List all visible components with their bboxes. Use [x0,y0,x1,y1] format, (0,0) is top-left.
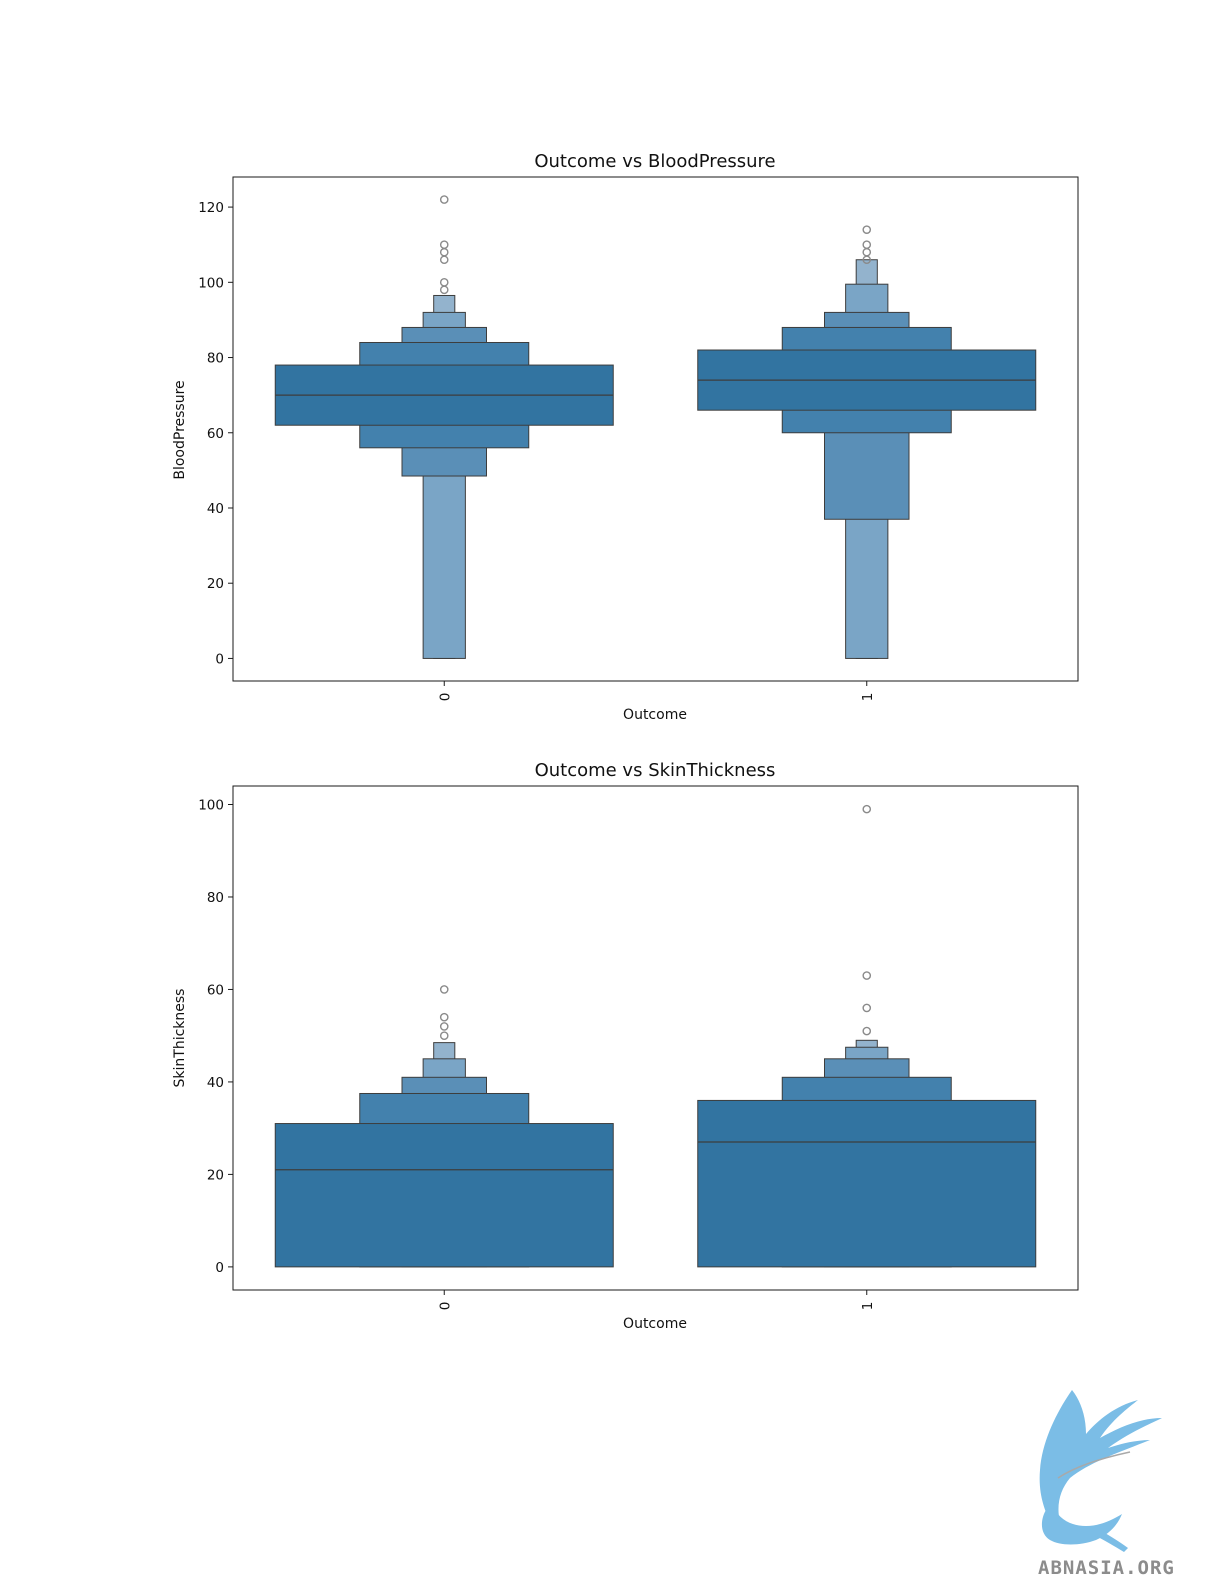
y-tick-label: 100 [198,275,224,291]
y-tick-label: 100 [198,797,224,813]
y-axis-label: BloodPressure [172,380,188,479]
outlier-point [439,195,449,204]
x-tick-label: 0 [437,693,453,702]
boxen-category-1 [697,804,1037,1268]
plot-frame [232,785,1079,1291]
x-tick-label: 0 [437,1302,453,1311]
y-tick-label: 120 [198,200,224,216]
x-tick-label: 1 [860,693,876,702]
y-tick-label: 0 [215,651,224,667]
chart-marks: 0 20 40 60 80 100 0 1 [198,797,1037,1311]
outlier-point [439,240,449,250]
outlier-point [439,285,449,295]
y-axis-label: SkinThickness [172,989,188,1088]
boxen-level-1 [274,1123,614,1268]
x-axis-label: Outcome [623,1316,687,1332]
y-tick-label: 20 [207,1167,224,1183]
boxen-category-0 [274,195,614,659]
boxen-level-1 [697,1099,1037,1268]
outlier-point [439,278,449,287]
boxen-category-0 [274,985,614,1268]
x-tick-label: 1 [860,1302,876,1311]
outlier-point [862,1026,872,1036]
outlier-point [862,247,872,257]
outlier-point [439,255,449,265]
outlier-point [439,1012,449,1022]
outlier-point [862,255,872,265]
y-tick-label: 40 [207,501,224,517]
chart-title: Outcome vs SkinThickness [535,760,776,781]
y-tick-label: 80 [207,890,224,906]
y-tick-label: 60 [207,426,224,442]
outlier-point [862,804,872,814]
chart-title: Outcome vs BloodPressure [534,151,775,172]
outlier-point [862,1003,872,1013]
watermark-text: ABNASIA.ORG [1038,1557,1175,1579]
chart-bloodpressure: Outcome vs BloodPressure Outcome BloodPr… [172,151,1079,723]
griffin-logo-icon [1039,1390,1162,1552]
y-tick-label: 0 [215,1260,224,1276]
outlier-point [439,985,449,994]
outlier-point [439,247,449,257]
outlier-point [439,1022,449,1031]
outlier-point [439,1031,449,1040]
outlier-point [862,240,872,250]
y-tick-label: 80 [207,351,224,367]
chart-marks: 0 20 40 60 80 100 120 0 1 [198,195,1037,702]
outlier-point [862,971,872,980]
y-tick-label: 40 [207,1075,224,1091]
y-tick-label: 60 [207,982,224,998]
plot-frame [232,176,1079,682]
outlier-point [862,225,872,234]
y-tick-label: 20 [207,576,224,592]
chart-skinthickness: Outcome vs SkinThickness Outcome SkinThi… [172,760,1079,1332]
x-axis-label: Outcome [623,707,687,723]
boxen-category-1 [697,225,1037,659]
